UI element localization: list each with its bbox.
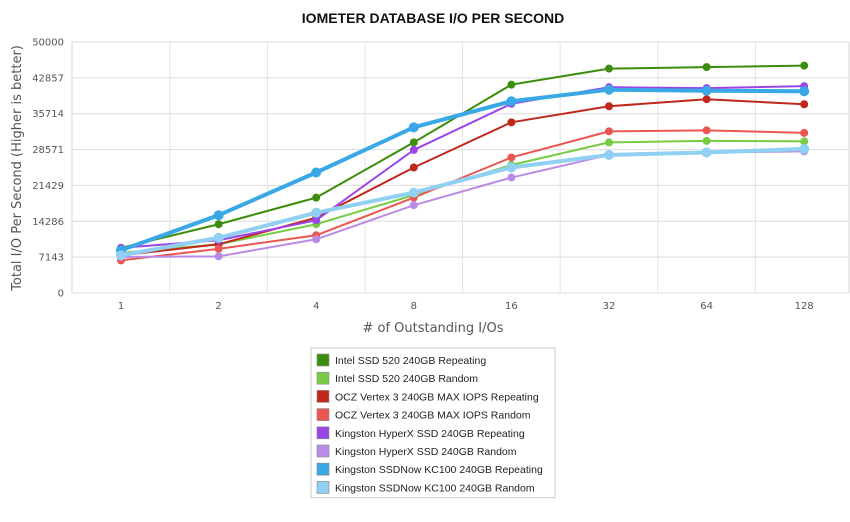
data-point	[800, 128, 809, 137]
legend-item: Intel SSD 520 240GB Repeating	[316, 353, 486, 367]
legend-box	[310, 347, 556, 499]
x-axis-label: # of Outstanding I/Os	[362, 321, 503, 336]
data-point	[799, 143, 810, 154]
x-tick-label: 4	[313, 301, 319, 312]
x-tick-label: 8	[411, 301, 417, 312]
legend-label: Kingston SSDNow KC100 240GB Repeating	[335, 464, 543, 476]
data-point	[605, 138, 613, 147]
legend-swatch	[316, 408, 330, 421]
data-point	[409, 145, 418, 154]
data-point	[507, 153, 516, 162]
data-point	[702, 126, 711, 135]
legend-label: Kingston HyperX SSD 240GB Random	[335, 446, 517, 458]
series-line	[120, 98, 805, 257]
legend-item: OCZ Vertex 3 240GB MAX IOPS Repeating	[316, 390, 539, 403]
data-point	[408, 122, 419, 133]
legend-swatch	[316, 390, 330, 403]
legend-label: OCZ Vertex 3 240GB MAX IOPS Random	[335, 410, 531, 422]
series-line	[120, 87, 805, 253]
series-line	[120, 146, 805, 258]
y-tick-label: 21429	[32, 181, 64, 192]
data-point	[605, 127, 613, 136]
legend-swatch	[316, 462, 330, 476]
data-point	[507, 80, 516, 89]
legend-label: Intel SSD 520 240GB Repeating	[335, 355, 486, 367]
data-point	[312, 216, 321, 225]
data-point	[116, 250, 126, 261]
x-tick-label: 16	[505, 301, 518, 312]
series-line	[120, 129, 805, 262]
series-layer	[116, 61, 810, 265]
x-tick-label: 64	[700, 301, 713, 312]
data-point	[702, 136, 711, 145]
y-tick-label: 7143	[39, 253, 64, 264]
data-point	[213, 232, 224, 243]
data-point	[800, 61, 809, 70]
data-point	[409, 163, 418, 172]
series-line	[120, 85, 805, 249]
data-point	[701, 147, 712, 158]
legend-item: Kingston SSDNow KC100 240GB Repeating	[316, 462, 543, 476]
y-axis-ticks: 0 7143 14286 21429 28571 35714 42857 50000	[32, 38, 64, 300]
data-point	[702, 63, 711, 72]
data-point	[604, 149, 614, 160]
x-tick-label: 2	[215, 301, 221, 312]
data-point	[702, 95, 711, 104]
legend-swatch	[316, 371, 330, 385]
data-point	[800, 100, 809, 109]
legend-label: Kingston HyperX SSD 240GB Repeating	[335, 428, 525, 440]
legend-item: Intel SSD 520 240GB Random	[316, 371, 478, 385]
legend-item: Kingston HyperX SSD 240GB Random	[316, 444, 517, 458]
data-point	[605, 64, 613, 73]
x-tick-label: 32	[603, 301, 616, 312]
x-tick-label: 128	[795, 301, 814, 312]
data-point	[214, 220, 223, 229]
legend-swatch	[316, 481, 330, 494]
y-tick-label: 28571	[32, 145, 64, 156]
y-axis-label: Total I/O Per Second (Higher is better)	[10, 45, 25, 292]
data-point	[311, 167, 322, 178]
data-point	[800, 137, 809, 146]
data-point	[701, 85, 712, 96]
data-point	[506, 96, 517, 107]
chart-title: IOMETER DATABASE I/O PER SECOND	[302, 10, 564, 26]
legend-swatch	[316, 353, 330, 367]
y-tick-label: 50000	[32, 38, 64, 49]
data-point	[311, 207, 322, 218]
data-point	[605, 102, 613, 111]
legend-label: OCZ Vertex 3 240GB MAX IOPS Repeating	[335, 391, 539, 403]
legend-swatch	[316, 444, 330, 458]
legend-label: Intel SSD 520 240GB Random	[335, 373, 478, 385]
legend-item: Kingston SSDNow KC100 240GB Random	[316, 481, 535, 494]
data-point	[214, 244, 223, 253]
data-point	[506, 162, 517, 173]
data-point	[409, 201, 418, 210]
data-point	[213, 210, 224, 221]
data-point	[409, 138, 418, 147]
data-point	[507, 173, 516, 182]
x-tick-label: 1	[118, 301, 124, 312]
series-8	[116, 143, 810, 261]
data-point	[312, 235, 321, 244]
legend: Intel SSD 520 240GB Repeating Intel SSD 5…	[310, 347, 556, 499]
data-point	[799, 86, 810, 97]
data-point	[507, 118, 516, 127]
y-tick-label: 35714	[32, 109, 64, 120]
plot-frame	[71, 41, 850, 294]
x-axis-ticks: 1 2 4 8 16 32 64 128	[118, 301, 814, 312]
data-point	[312, 193, 321, 202]
data-point	[604, 84, 614, 95]
data-point	[408, 187, 419, 198]
y-tick-label: 14286	[32, 217, 64, 228]
legend-item: Kingston HyperX SSD 240GB Repeating	[316, 426, 525, 440]
plot-area	[71, 41, 850, 294]
y-tick-label: 0	[58, 289, 64, 300]
legend-swatch	[316, 426, 330, 440]
legend-item: OCZ Vertex 3 240GB MAX IOPS Random	[316, 408, 531, 422]
data-point	[214, 252, 223, 261]
legend-label: Kingston SSDNow KC100 240GB Random	[335, 482, 535, 494]
y-tick-label: 42857	[32, 73, 64, 84]
